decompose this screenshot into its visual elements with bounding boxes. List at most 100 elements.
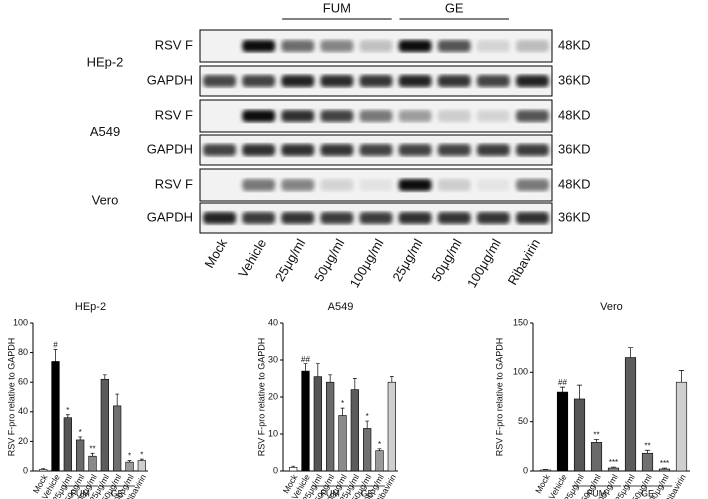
error-bar (610, 466, 617, 469)
band (320, 110, 354, 122)
group-label: GE (641, 488, 654, 498)
error-bar (352, 378, 357, 390)
y-tick-label: 100 (513, 367, 528, 377)
bar (125, 461, 134, 472)
band (437, 40, 471, 52)
protein-label: RSV F (155, 176, 193, 191)
error-bar (315, 363, 320, 377)
band (476, 179, 510, 191)
lane-label: Mock (202, 236, 231, 271)
group-label: GE (111, 488, 124, 498)
band (320, 179, 354, 191)
group-label: FUM (587, 488, 607, 498)
bar (63, 417, 72, 472)
bar (641, 452, 654, 472)
significance: * (79, 428, 82, 437)
band (476, 75, 510, 87)
bar (363, 428, 372, 472)
significance: ## (301, 355, 310, 364)
error-bar (576, 384, 583, 399)
band (476, 110, 510, 122)
error-bar (644, 449, 651, 454)
lane-label: 100μg/ml (347, 236, 387, 290)
significance: # (53, 341, 58, 350)
error-bar (340, 407, 345, 416)
error-bar (661, 467, 668, 470)
y-tick-label: 50 (518, 416, 528, 426)
error-bar (303, 363, 308, 372)
bar (350, 389, 359, 472)
error-bar (90, 452, 95, 457)
error-bar (365, 420, 370, 429)
bands (242, 110, 549, 122)
band (242, 40, 276, 52)
bar (100, 378, 109, 472)
band (437, 75, 471, 87)
chart-title: Vero (600, 301, 623, 313)
y-axis-label: RSV F-pro relative to GAPDH (256, 338, 266, 457)
band (398, 75, 432, 87)
protein-label: GAPDH (147, 141, 193, 156)
y-tick-label: 10 (268, 428, 278, 438)
y-tick-label: 80 (18, 347, 28, 357)
band (398, 110, 432, 122)
band (476, 212, 510, 224)
bar (658, 468, 671, 472)
bar (624, 357, 637, 472)
band (437, 144, 471, 156)
bar-chart: HEp-2 RSV F-pro relative to GAPDH 0 20 40 60 8… (6, 301, 148, 499)
significance: *** (609, 458, 618, 467)
lane-label: 50μg/ml (311, 236, 347, 284)
error-bar (627, 347, 634, 358)
bar (375, 450, 384, 472)
y-tick-label: 30 (268, 354, 278, 364)
cell-line-label: A549 (90, 124, 120, 139)
significance: ** (89, 444, 95, 453)
error-bar (115, 393, 120, 406)
y-tick-label: 150 (513, 317, 528, 327)
bar (289, 466, 298, 472)
band (359, 179, 393, 191)
group-label: FUM (70, 488, 90, 498)
group-label: FUM (323, 0, 351, 15)
bar (326, 381, 335, 472)
y-tick-label: 20 (268, 391, 278, 401)
band (398, 40, 432, 52)
band (203, 144, 236, 156)
band (242, 212, 276, 224)
protein-label: RSV F (155, 37, 193, 52)
band (281, 144, 315, 156)
significance: * (128, 452, 131, 461)
y-tick-label: 0 (523, 465, 528, 475)
band (281, 212, 315, 224)
band (359, 212, 393, 224)
y-tick-label: 40 (18, 406, 28, 416)
bar (51, 361, 60, 472)
size-label: 48KD (558, 176, 591, 191)
error-bar (291, 465, 296, 468)
band (320, 212, 354, 224)
band (516, 110, 549, 122)
band (437, 110, 471, 122)
cell-line-label: Vero (92, 192, 119, 207)
band (359, 40, 393, 52)
y-tick-label: 40 (268, 317, 278, 327)
size-label: 36KD (558, 209, 591, 224)
band (516, 144, 549, 156)
group-label: FUM (320, 488, 340, 498)
lane-label: Ribavirin (505, 236, 543, 287)
error-bar (53, 349, 58, 362)
band (281, 75, 315, 87)
size-label: 36KD (558, 141, 591, 156)
band (516, 179, 549, 191)
band (242, 144, 276, 156)
bar (113, 405, 122, 472)
lane-label: 100μg/ml (464, 236, 504, 290)
band (281, 179, 315, 191)
band (320, 75, 354, 87)
band (437, 179, 471, 191)
bar (88, 455, 97, 472)
bar-chart: Vero RSV F-pro relative to GAPDH 0 50 100 150… (494, 301, 690, 499)
size-label: 48KD (558, 107, 591, 122)
